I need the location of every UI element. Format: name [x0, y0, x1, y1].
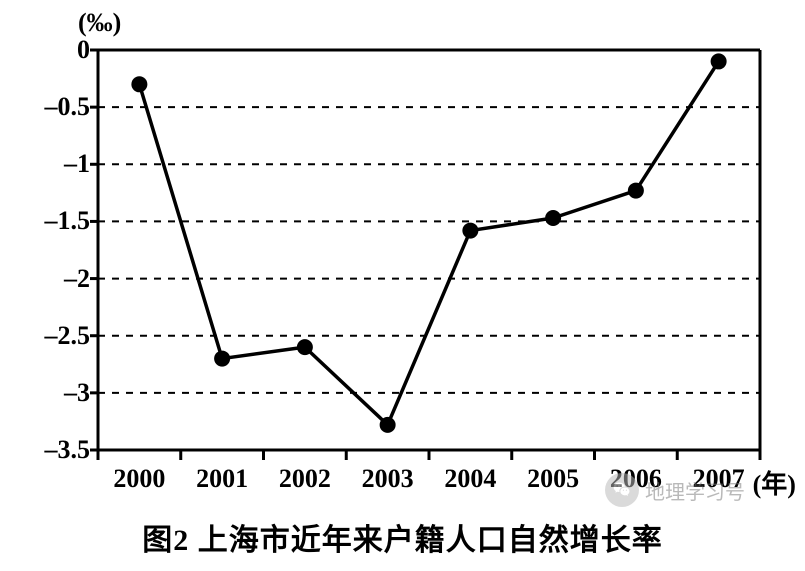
- x-tick-label: 2000: [113, 464, 165, 494]
- chart-caption: 图2 上海市近年来户籍人口自然增长率: [0, 515, 805, 559]
- y-tick-label: –3.5: [45, 435, 91, 465]
- y-tick-label: –2.5: [45, 321, 91, 351]
- x-tick-label: 2003: [362, 464, 414, 494]
- y-axis-unit: (‰): [78, 8, 121, 38]
- wechat-icon: [605, 473, 639, 507]
- x-axis-unit: (年): [753, 464, 796, 501]
- y-tick-label: 0: [77, 35, 90, 65]
- y-tick-label: –1: [64, 149, 90, 179]
- watermark: 地理学习号: [605, 473, 745, 507]
- x-tick-label: 2005: [527, 464, 579, 494]
- watermark-text: 地理学习号: [645, 476, 745, 505]
- chart-container: { "chart": { "type": "line", "y_unit_lab…: [0, 0, 805, 571]
- y-tick-label: –0.5: [45, 92, 91, 122]
- y-tick-label: –1.5: [45, 206, 91, 236]
- x-tick-label: 2002: [279, 464, 331, 494]
- y-tick-label: –3: [64, 378, 90, 408]
- y-tick-label: –2: [64, 264, 90, 294]
- x-tick-label: 2004: [444, 464, 496, 494]
- x-tick-label: 2001: [196, 464, 248, 494]
